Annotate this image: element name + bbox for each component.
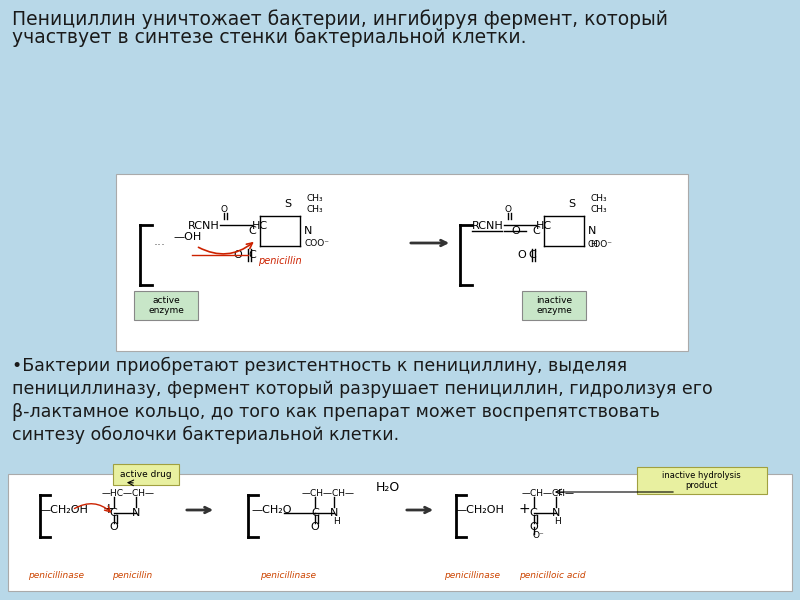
FancyBboxPatch shape xyxy=(134,291,198,320)
Text: RCNH: RCNH xyxy=(188,221,220,231)
Text: S: S xyxy=(285,199,291,209)
Text: ···: ··· xyxy=(154,239,166,253)
Text: active drug: active drug xyxy=(120,470,171,479)
Text: —CH—CH—: —CH—CH— xyxy=(302,488,354,497)
Text: —CH₂OH: —CH₂OH xyxy=(455,505,505,515)
Text: C: C xyxy=(311,508,319,518)
Text: O: O xyxy=(511,226,520,236)
Text: синтезу оболочки бактериальной клетки.: синтезу оболочки бактериальной клетки. xyxy=(12,425,399,443)
Text: C: C xyxy=(532,226,540,236)
Text: penicillinase: penicillinase xyxy=(28,571,84,581)
Text: •Бактерии приобретают резистентность к пенициллину, выделяя: •Бактерии приобретают резистентность к п… xyxy=(12,357,627,375)
Text: β-лактамное кольцо, до того как препарат может воспрепятствовать: β-лактамное кольцо, до того как препарат… xyxy=(12,403,660,421)
Text: +: + xyxy=(102,502,114,516)
Text: —CH—CH—: —CH—CH— xyxy=(522,488,574,497)
Text: —CH₂OH: —CH₂OH xyxy=(39,505,89,515)
Text: O: O xyxy=(311,522,319,532)
Text: CH₃: CH₃ xyxy=(306,205,322,214)
Text: —HC—CH—: —HC—CH— xyxy=(102,488,154,497)
Text: penicilloic acid: penicilloic acid xyxy=(518,571,586,581)
Text: HC: HC xyxy=(536,221,552,231)
Text: H: H xyxy=(554,517,561,527)
FancyBboxPatch shape xyxy=(637,467,767,494)
FancyBboxPatch shape xyxy=(113,464,179,485)
FancyBboxPatch shape xyxy=(522,291,586,320)
Text: N: N xyxy=(552,508,560,518)
FancyBboxPatch shape xyxy=(116,174,688,351)
Text: C: C xyxy=(528,250,536,260)
Text: inactive
enzyme: inactive enzyme xyxy=(536,296,572,315)
Text: N: N xyxy=(588,226,596,236)
Text: +: + xyxy=(518,502,530,516)
Text: S: S xyxy=(569,199,575,209)
Text: C: C xyxy=(248,226,256,236)
Text: penicillin: penicillin xyxy=(258,256,302,266)
Text: H₂O: H₂O xyxy=(376,481,400,494)
Text: O: O xyxy=(234,250,242,260)
Text: O: O xyxy=(530,522,538,532)
Text: N: N xyxy=(330,508,338,518)
Text: penicillinase: penicillinase xyxy=(260,571,316,581)
Text: O: O xyxy=(505,205,511,214)
Text: penicillinase: penicillinase xyxy=(444,571,500,581)
Text: COO⁻: COO⁻ xyxy=(588,240,613,249)
Text: CH₃: CH₃ xyxy=(590,205,606,214)
Text: H: H xyxy=(590,240,597,249)
Text: C: C xyxy=(530,508,538,518)
Text: O: O xyxy=(221,205,227,214)
Text: N: N xyxy=(304,226,312,236)
Text: HC: HC xyxy=(252,221,268,231)
Text: C: C xyxy=(110,508,118,518)
Text: H: H xyxy=(333,517,339,527)
Text: Пенициллин уничтожает бактерии, ингибируя фермент, который: Пенициллин уничтожает бактерии, ингибиру… xyxy=(12,9,668,29)
Text: O: O xyxy=(110,522,118,532)
Text: RCNH: RCNH xyxy=(472,221,504,231)
Text: N: N xyxy=(132,508,140,518)
Text: CH₃: CH₃ xyxy=(306,193,322,203)
Text: inactive hydrolysis
product: inactive hydrolysis product xyxy=(662,471,741,490)
Text: O: O xyxy=(518,250,526,260)
Text: active
enzyme: active enzyme xyxy=(149,296,184,315)
Text: O⁻: O⁻ xyxy=(533,530,544,540)
Text: —CH₂O: —CH₂O xyxy=(252,505,292,515)
FancyBboxPatch shape xyxy=(8,474,792,591)
Text: C: C xyxy=(248,250,256,260)
Text: пенициллиназу, фермент который разрушает пенициллин, гидролизуя его: пенициллиназу, фермент который разрушает… xyxy=(12,380,713,398)
Text: penicillin: penicillin xyxy=(112,571,152,581)
Text: CH₃: CH₃ xyxy=(590,193,606,203)
Text: участвует в синтезе стенки бактериальной клетки.: участвует в синтезе стенки бактериальной… xyxy=(12,27,526,47)
Text: —OH: —OH xyxy=(174,232,202,242)
Text: COO⁻: COO⁻ xyxy=(304,238,329,247)
